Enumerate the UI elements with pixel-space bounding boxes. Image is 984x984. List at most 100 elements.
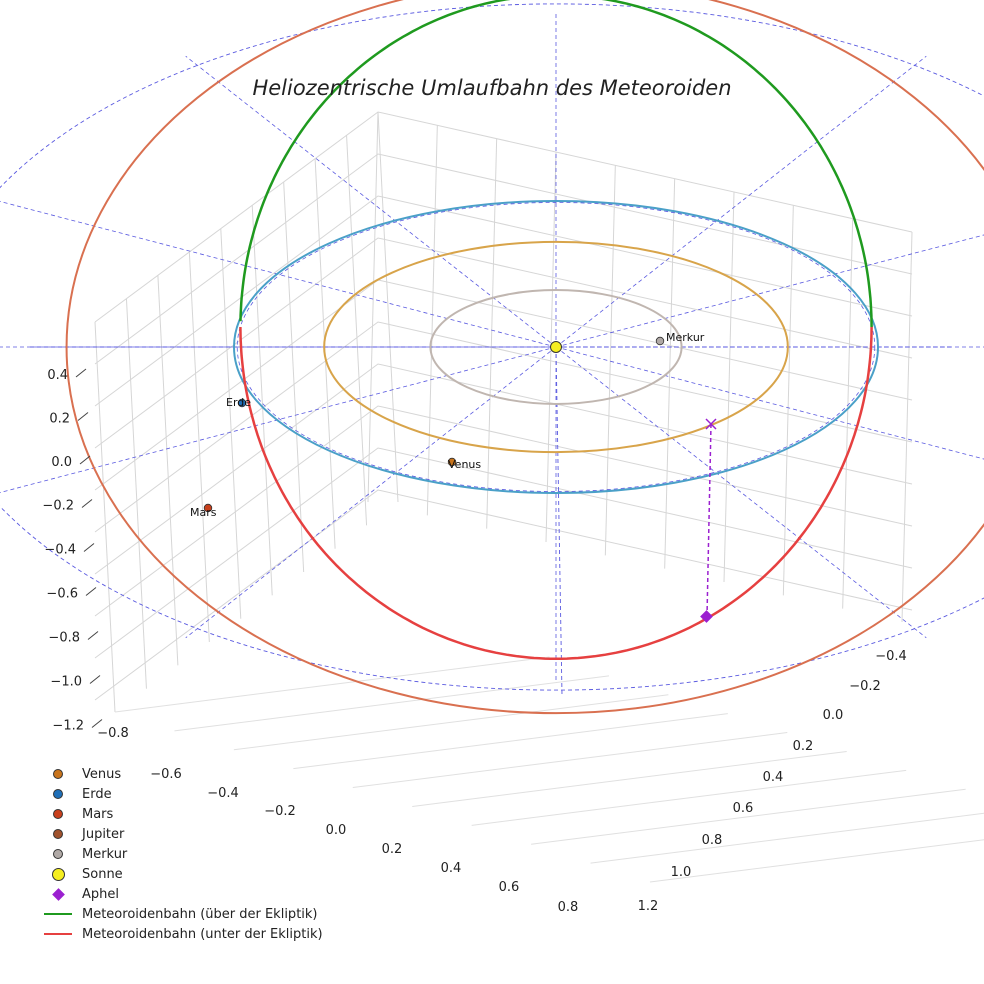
legend-label: Meteoroidenbahn (über der Ekliptik) bbox=[82, 906, 318, 922]
planet-mars bbox=[203, 503, 213, 513]
marker-layer: Merkur Venus Erde Mars bbox=[190, 331, 717, 623]
legend-entry: Meteoroidenbahn (unter der Ekliptik) bbox=[40, 924, 323, 944]
legend: Venus Erde Mars Jupiter Merkur Sonne Aphel Mete… bbox=[40, 764, 323, 944]
legend-marker bbox=[53, 789, 63, 799]
legend-swatch bbox=[40, 787, 76, 801]
legend-label: Venus bbox=[82, 766, 122, 782]
legend-marker bbox=[53, 769, 63, 779]
legend-swatch bbox=[40, 807, 76, 821]
y-tick-label: 0.8 bbox=[702, 833, 723, 848]
z-tick-mark bbox=[83, 543, 95, 552]
z-tick-mark bbox=[85, 587, 97, 596]
legend-entry: Sonne bbox=[40, 864, 323, 884]
z-tick-label: −0.6 bbox=[46, 587, 78, 602]
reference-spoke bbox=[555, 346, 927, 639]
grid-line bbox=[283, 181, 305, 573]
z-tick-mark bbox=[77, 412, 89, 421]
legend-marker bbox=[44, 913, 72, 915]
grid-line bbox=[412, 750, 847, 807]
grid-line bbox=[367, 111, 379, 503]
grid-line bbox=[531, 788, 966, 845]
y-tick-label: 0.2 bbox=[793, 739, 814, 754]
legend-swatch bbox=[40, 887, 76, 901]
planet-merkur bbox=[655, 336, 665, 346]
tick-labels: 0.4 0.2 0.0 −0.2 −0.4 −0.6 −0.8 −1.0 −1.2 −0.8 −0.… bbox=[42, 368, 906, 915]
z-tick-label: 0.4 bbox=[47, 368, 68, 383]
z-tick-label: −1.2 bbox=[52, 719, 84, 734]
orbit-mars bbox=[65, 0, 984, 715]
legend-label: Aphel bbox=[82, 886, 119, 902]
grid-line bbox=[251, 205, 273, 596]
legend-marker bbox=[53, 809, 63, 819]
sun-marker bbox=[550, 341, 562, 353]
reference-spoke bbox=[0, 201, 557, 348]
grid-line bbox=[94, 153, 913, 365]
x-tick-label: −0.8 bbox=[97, 726, 129, 741]
legend-label: Jupiter bbox=[82, 826, 125, 842]
legend-entry: Mars bbox=[40, 804, 323, 824]
z-tick-mark bbox=[87, 631, 99, 640]
legend-swatch bbox=[40, 907, 76, 921]
planet-label-venus: Venus bbox=[448, 458, 481, 471]
z-tick-mark bbox=[79, 455, 91, 465]
legend-label: Erde bbox=[82, 786, 112, 802]
legend-swatch bbox=[40, 827, 76, 841]
grid-line bbox=[94, 195, 913, 407]
orbit-reference bbox=[236, 202, 876, 492]
grid-line bbox=[426, 125, 438, 516]
legend-label: Meteoroidenbahn (unter der Ekliptik) bbox=[82, 926, 323, 942]
y-tick-label: −0.2 bbox=[849, 679, 881, 694]
grid-line bbox=[174, 675, 610, 732]
grid-line bbox=[664, 178, 676, 569]
grid-line bbox=[94, 447, 913, 659]
legend-entry: Venus bbox=[40, 764, 323, 784]
legend-swatch bbox=[40, 847, 76, 861]
grid-line bbox=[842, 218, 854, 609]
y-tick-label: 0.6 bbox=[733, 801, 754, 816]
aphel-projection bbox=[706, 423, 712, 617]
reference-spoke bbox=[555, 234, 984, 348]
legend-entry: Erde bbox=[40, 784, 323, 804]
legend-entry: Jupiter bbox=[40, 824, 323, 844]
y-tick-label: −0.4 bbox=[875, 649, 907, 664]
legend-swatch bbox=[40, 867, 76, 881]
x-tick-label: −0.2 bbox=[264, 804, 296, 819]
legend-swatch bbox=[40, 767, 76, 781]
orbit-merkur bbox=[429, 289, 683, 405]
legend-entry: Meteoroidenbahn (über der Ekliptik) bbox=[40, 904, 323, 924]
planet-label-erde: Erde bbox=[226, 396, 251, 409]
y-tick-label: 0.4 bbox=[763, 770, 784, 785]
meteoroid-orbit-above bbox=[239, 0, 873, 328]
grid-line bbox=[723, 191, 735, 583]
grid-line bbox=[94, 405, 913, 617]
orbit-erde bbox=[233, 200, 879, 494]
reference-lines bbox=[0, 3, 984, 696]
x-tick-label: 0.8 bbox=[558, 900, 579, 915]
grid-line bbox=[220, 228, 242, 619]
grid-line bbox=[590, 812, 984, 864]
grid-line bbox=[233, 694, 669, 751]
y-tick-label: 1.2 bbox=[638, 899, 659, 914]
y-tick-label: 1.0 bbox=[671, 865, 692, 880]
x-tick-label: −0.6 bbox=[150, 767, 182, 782]
reference-spoke bbox=[555, 346, 984, 460]
z-tick-label: −0.4 bbox=[44, 543, 76, 558]
reference-spoke bbox=[0, 346, 557, 493]
y-tick-label: 0.0 bbox=[823, 708, 844, 723]
grid-line bbox=[157, 275, 179, 666]
legend-marker bbox=[51, 887, 65, 901]
z-tick-label: −0.8 bbox=[48, 631, 80, 646]
meteoroid-orbit-below bbox=[239, 326, 873, 661]
x-tick-label: 0.0 bbox=[326, 823, 347, 838]
legend-marker bbox=[51, 867, 65, 881]
legend-swatch bbox=[40, 927, 76, 941]
grid-line bbox=[471, 769, 907, 826]
grid-line bbox=[377, 111, 399, 503]
grid-line bbox=[782, 205, 794, 596]
orbit-venus bbox=[323, 240, 789, 454]
grid-line bbox=[94, 321, 913, 533]
reference-spoke bbox=[185, 55, 557, 348]
legend-label: Sonne bbox=[82, 866, 123, 882]
grid-line bbox=[114, 656, 550, 713]
